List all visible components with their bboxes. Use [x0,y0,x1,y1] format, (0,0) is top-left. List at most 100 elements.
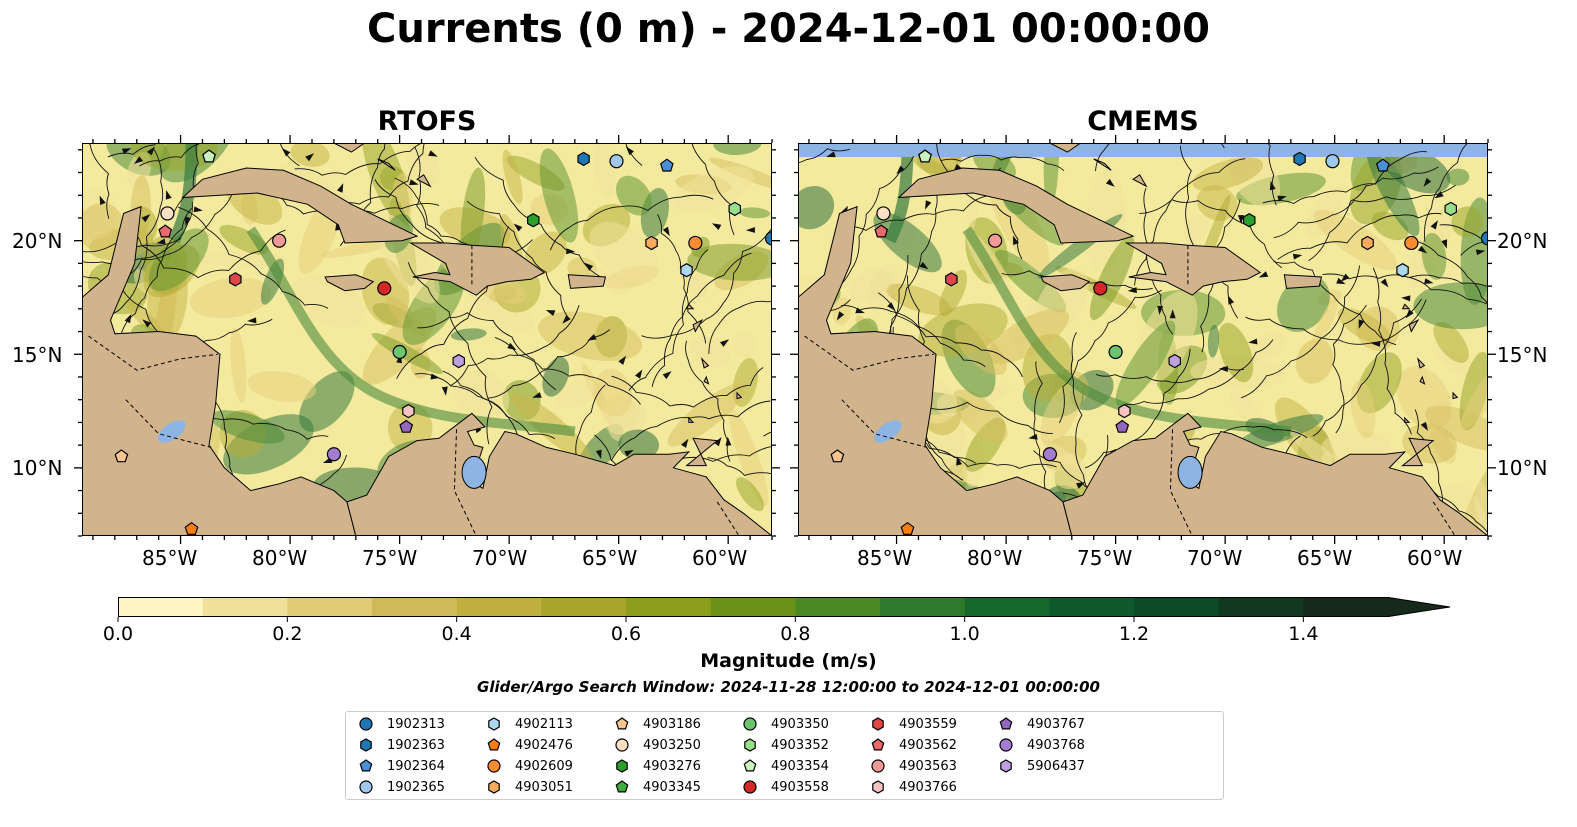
land-polygon [1416,357,1426,369]
legend-marker-4903558 [743,780,757,794]
legend-label: 4903345 [643,779,701,795]
float-marker-4903559 [945,272,958,287]
hexagon-marker-icon [872,717,884,731]
legend-marker-4903345 [615,780,629,793]
land-polygon [377,158,396,171]
colorbar-segment [795,597,881,617]
hexagon-marker-icon [616,759,628,773]
hexagon-marker-icon [1000,759,1012,773]
land-polygon [688,416,695,423]
colorbar-gradient [117,597,1451,622]
legend-item: 4902476 [486,737,573,753]
land-polygon [1040,274,1091,292]
float-marker-4903558 [377,281,392,296]
land-polygon [1408,318,1420,333]
pentagon-marker-icon [743,759,757,772]
legend-item: 4903250 [614,737,701,753]
land-masses [82,143,772,536]
legend-label: 1902363 [387,737,445,753]
legend-label: 4903352 [771,737,829,753]
land-polygon [685,303,695,310]
float-marker-4903562 [874,224,889,238]
float-marker-4902113 [680,263,693,278]
lon-tick-label: 85°W [142,546,198,570]
lon-tick-label: 75°W [362,546,418,570]
map-frame [798,143,1488,536]
lat-tick-label-right: 10°N [1497,456,1548,480]
land-polygon [333,143,366,153]
lon-tick-label: 70°W [472,546,528,570]
land-polygon [408,242,546,296]
legend-item: 1902365 [358,779,445,795]
land-polygon [1049,143,1082,153]
map-panel-rtofs[interactable] [74,135,780,544]
land-masses [798,143,1488,536]
colorbar-extend-arrow [1388,597,1450,617]
colorbar-segment [1134,597,1220,617]
legend-marker-4903276 [616,759,628,773]
lon-tick-label: 75°W [1077,546,1133,570]
float-marker-1902365 [609,154,624,169]
hexagon-marker-icon [360,738,372,752]
legend-label: 5906437 [1027,758,1085,774]
float-marker-4903766 [1118,403,1131,419]
float-marker-1902313 [1480,231,1488,246]
lake-nicaragua [873,420,902,443]
colorbar-segment [287,597,373,617]
legend-item: 4903562 [870,737,957,753]
float-marker-4903768 [1042,447,1058,462]
land-polygon [181,167,419,244]
colorbar-segment [456,597,542,617]
legend-item: 4903051 [486,779,573,795]
float-markers [830,149,1488,535]
legend-marker-4902609 [487,759,501,773]
legend-marker-4903354 [743,759,757,772]
float-marker-4902476 [900,521,915,535]
land-polygon [1124,242,1262,296]
circle-marker-icon [871,759,885,773]
legend-label: 4903350 [771,716,829,732]
legend-label: 4903563 [899,758,957,774]
float-marker-4903352 [728,201,742,217]
legend-label: 4902113 [515,716,573,732]
lake-maracaibo [461,455,487,489]
pentagon-marker-icon [871,738,885,751]
land-polygon [1283,274,1323,289]
legend-item: 4903563 [870,758,957,774]
land-polygon [1401,437,1435,467]
map-panel-cmems[interactable] [790,135,1496,544]
legend-marker-4903350 [743,717,757,731]
float-marker-4903563 [988,233,1003,248]
float-marker-4903766 [402,403,415,419]
land-polygon [1062,412,1488,536]
legend-marker-1902363 [360,738,372,752]
lon-tick-label: 85°W [857,546,913,570]
float-marker-4903276 [1243,213,1256,228]
legend-label: 4903559 [899,716,957,732]
float-marker-4903767 [399,419,414,433]
float-marker-4902476 [184,521,199,535]
float-marker-5906437 [1168,353,1181,369]
legend-label: 4903276 [643,758,701,774]
colorbar-segment [626,597,712,617]
lat-tick-label-left: 20°N [12,229,63,253]
land-polygon [1404,416,1411,423]
float-marker-4903186 [830,449,845,463]
land-polygon [700,357,710,369]
legend-item: 4903186 [614,716,701,732]
legend-marker-4903768 [999,738,1013,752]
legend-item: 4903345 [614,779,701,795]
pentagon-marker-icon [359,759,373,772]
legend-item: 5906437 [998,758,1085,774]
pentagon-marker-icon [615,717,629,730]
lat-tick-label-right: 20°N [1497,229,1548,253]
colorbar-tick-label: 0.4 [441,623,472,645]
legend-label: 1902364 [387,758,445,774]
colorbar-segment [880,597,966,617]
hexagon-marker-icon [744,738,756,752]
land-polygon [1093,158,1112,171]
float-marker-4902113 [1396,263,1409,278]
legend-marker-1902365 [359,780,373,794]
land-polygon [1452,391,1459,400]
legend-label: 4903250 [643,737,701,753]
